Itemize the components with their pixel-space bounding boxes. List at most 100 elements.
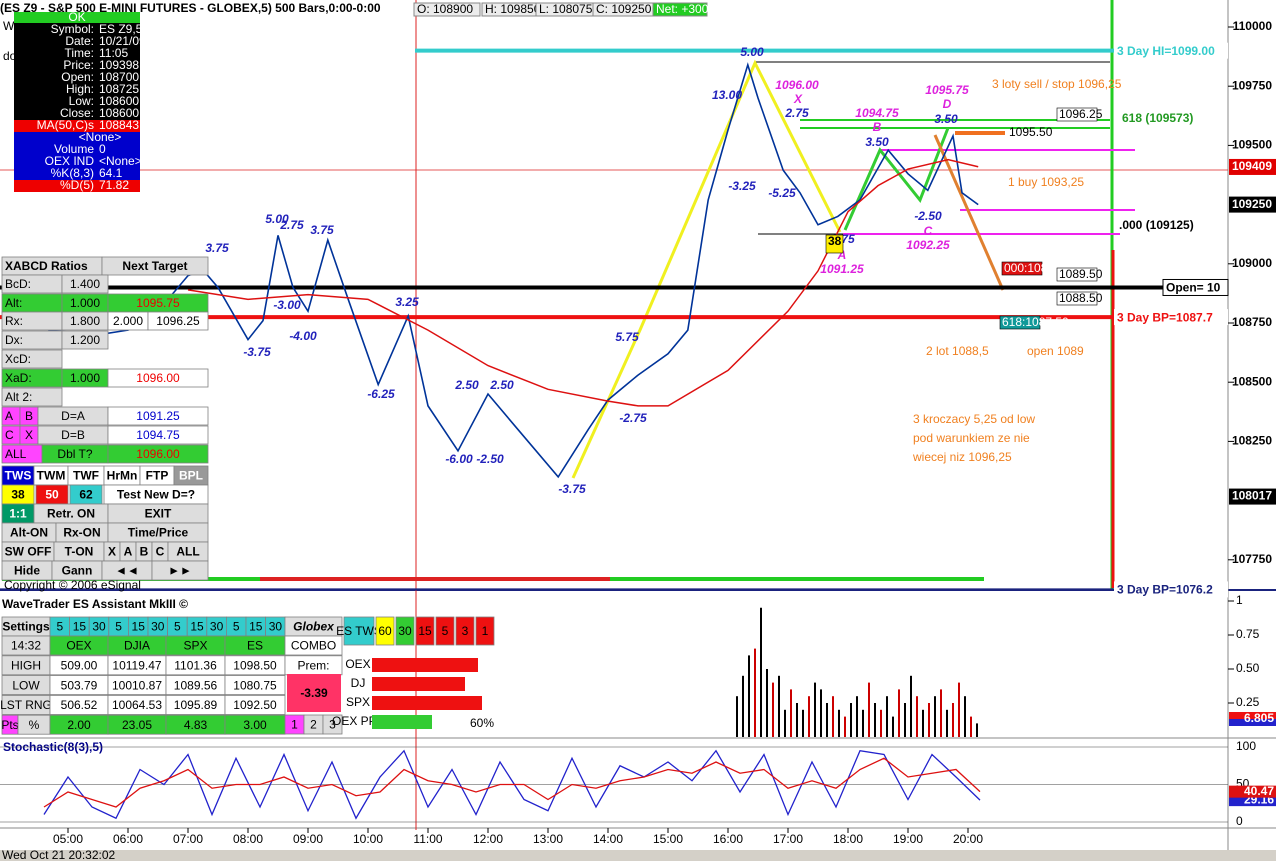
indicator-bar xyxy=(372,677,465,691)
tag-box xyxy=(1056,291,1098,306)
wave-label: -3.75 xyxy=(243,345,271,359)
wave-label: 2.75 xyxy=(279,218,304,232)
xabcd-cell: 1096.00 xyxy=(136,371,180,385)
indicator-bar xyxy=(372,658,478,672)
y-tick-label: 0.50 xyxy=(1236,661,1260,675)
info-row xyxy=(14,168,140,180)
y-tick-label: 110000 xyxy=(1233,19,1273,33)
info-value: 108600 xyxy=(99,106,139,120)
tag-box xyxy=(999,315,1041,330)
note: wiecej niz 1096,25 xyxy=(912,450,1012,464)
xabcd-cell: BPL xyxy=(179,469,203,483)
xabcd-cell: Next Target xyxy=(122,259,187,273)
xabcd-cell: D=B xyxy=(61,428,85,442)
x-tick-label: 09:00 xyxy=(293,832,323,846)
xabcd-cell: X xyxy=(25,428,33,442)
premium-value: -3.39 xyxy=(300,686,328,700)
xabcd-cell: 1.000 xyxy=(70,371,100,385)
assistant-cell: 10064.53 xyxy=(112,698,162,712)
stochastic-line xyxy=(43,757,981,808)
cell xyxy=(435,616,455,646)
cell xyxy=(455,616,475,646)
wave-label: C xyxy=(924,224,933,238)
xabcd-cell: Alt 2: xyxy=(5,390,32,404)
xabcd-cell: B xyxy=(140,545,149,559)
cell xyxy=(107,444,209,464)
price-marker xyxy=(1229,488,1276,505)
projection-arrow xyxy=(933,134,1005,291)
xabcd-cell: TWF xyxy=(73,469,99,483)
info-value: 71.82 xyxy=(99,178,129,192)
assistant-cell: 3.00 xyxy=(243,718,267,732)
assistant-cell: 1095.89 xyxy=(174,698,218,712)
assistant-cell: 4.83 xyxy=(184,718,208,732)
status-text: Wed Oct 21 20:32:02 xyxy=(2,848,116,861)
xabcd-leg xyxy=(843,127,950,231)
tag: 618:1087.50 xyxy=(1002,315,1069,329)
tag: 1089.50 xyxy=(1059,267,1103,281)
tag: .000 (109125) xyxy=(1119,218,1194,232)
xabcd-cell: Time/Price xyxy=(128,526,189,540)
cell xyxy=(1,349,63,369)
xabcd-cell: SW OFF xyxy=(5,545,52,559)
info-status: OK xyxy=(68,10,85,24)
wave-label: 5.00 xyxy=(265,212,289,226)
price-marker-label: 109250 xyxy=(1232,197,1272,211)
xabcd-cell: 38 xyxy=(11,488,25,502)
xabcd-cell: FTP xyxy=(146,469,169,483)
y-tick-label: 108500 xyxy=(1232,374,1272,388)
assistant-cell: 15 xyxy=(132,620,146,634)
wave-label: D xyxy=(943,97,952,111)
bar-label: SPX xyxy=(346,695,370,709)
info-value: 108600 xyxy=(99,94,139,108)
cell xyxy=(375,616,395,646)
xabcd-cell: 50 xyxy=(45,488,59,502)
assistant-cell: DJIA xyxy=(124,639,150,653)
wave-label: 1092.25 xyxy=(906,238,950,252)
info-key: Open: xyxy=(61,70,94,84)
xabcd-cell: Gann xyxy=(62,564,93,578)
wave-label: 3.50 xyxy=(934,112,958,126)
tws-cell: 5 xyxy=(442,624,449,638)
wave-label: B xyxy=(873,120,882,134)
tws-cell: 15 xyxy=(418,624,432,638)
info-key: %K(8,3) xyxy=(51,166,94,180)
info-value: 11:05 xyxy=(99,46,128,60)
header-value: L: 108075 xyxy=(539,2,593,16)
assistant-cell: 506.52 xyxy=(61,698,98,712)
cell xyxy=(395,616,415,646)
info-value: <None> xyxy=(99,154,142,168)
x-tick-label: 06:00 xyxy=(113,832,143,846)
xabcd-cell: 1:1 xyxy=(9,507,27,521)
wave-label: -4.00 xyxy=(289,329,317,343)
chart-title: (ES Z9 - S&P 500 E-MINI FUTURES - GLOBEX… xyxy=(0,1,381,15)
price-line xyxy=(48,62,979,479)
y-tick-label: 109750 xyxy=(1232,78,1272,92)
level-label: 3 Day BP=1076.2 xyxy=(1117,583,1213,597)
wave-label: 3.25 xyxy=(395,295,419,309)
assistant-button: 3 xyxy=(329,718,336,732)
y-tick-label: 0 xyxy=(1236,814,1243,828)
level-tag xyxy=(1162,278,1229,296)
assistant-cell: 1092.50 xyxy=(233,698,277,712)
info-row xyxy=(14,120,140,132)
level-label: 3 Day HI=1099.00 xyxy=(1117,44,1215,58)
price-marker xyxy=(1229,158,1276,175)
ma-line xyxy=(187,158,979,407)
wave-label: 1094.75 xyxy=(855,106,899,120)
bar-label: OEX xyxy=(345,657,370,671)
assistant-title: WaveTrader ES Assistant MkIII © xyxy=(2,597,188,611)
note: pod warunkiem ze nie xyxy=(913,431,1030,445)
assistant-cell: 30 xyxy=(210,620,224,634)
assistant-cell: HIGH xyxy=(11,658,41,672)
y-tick-label: 107750 xyxy=(1232,552,1272,566)
note: 2 lot 1088,5 xyxy=(926,344,989,358)
level-tag xyxy=(1114,581,1228,598)
info-status xyxy=(14,12,140,23)
assistant-cell: 1101.36 xyxy=(174,658,217,672)
tag-box xyxy=(1001,261,1043,276)
info-key: Volume xyxy=(54,142,94,156)
xabcd-cell: Retr. ON xyxy=(47,507,95,521)
xabcd-cell: C xyxy=(5,428,14,442)
